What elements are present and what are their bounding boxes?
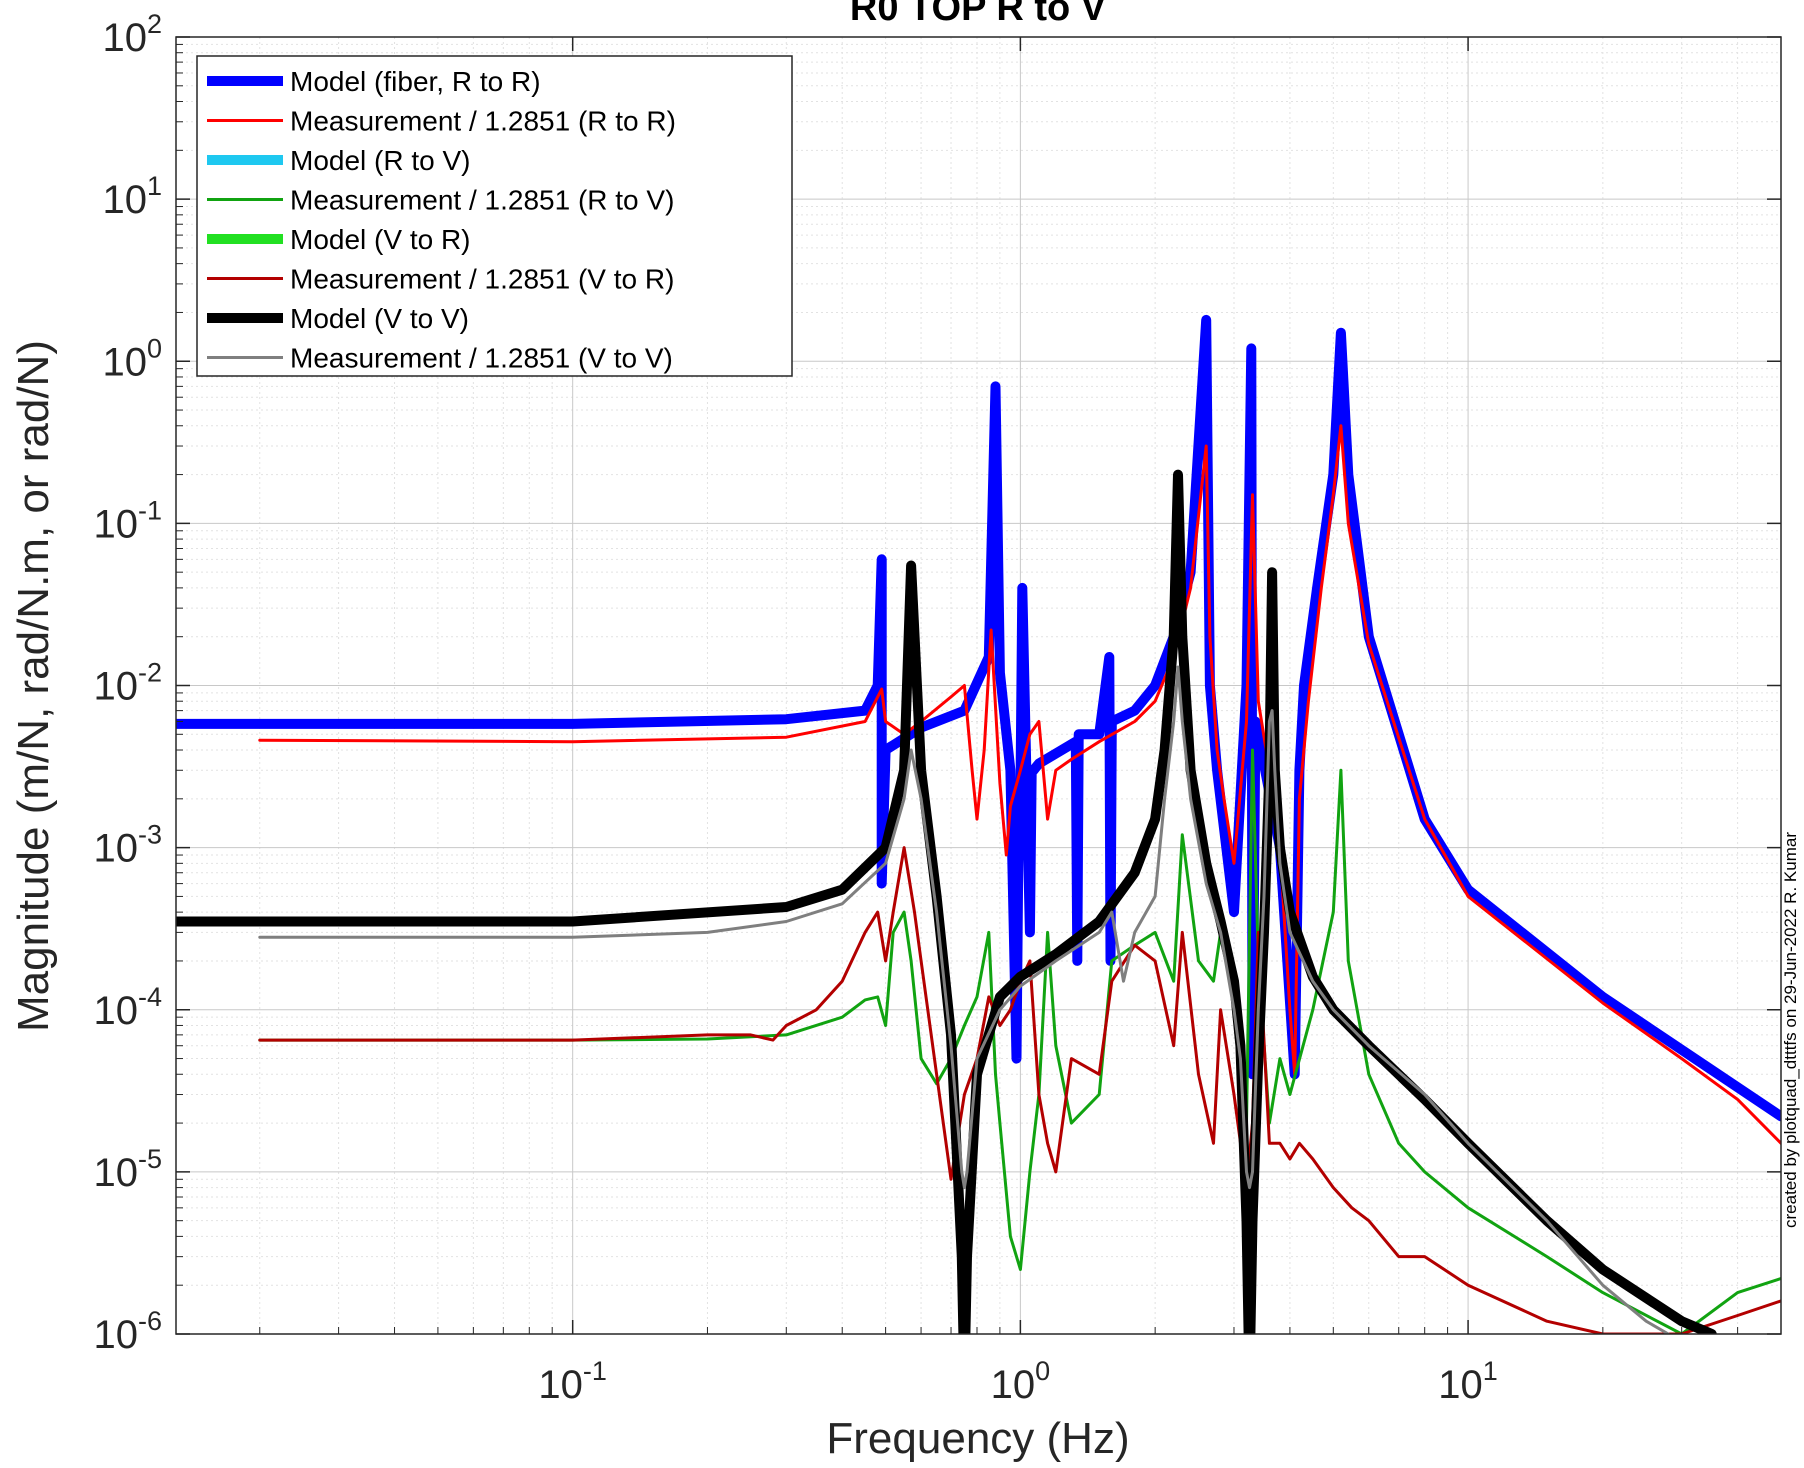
legend: Model (fiber, R to R) Measurement / 1.285… <box>196 55 793 377</box>
legend-label: Model (V to R) <box>290 224 471 255</box>
series-line <box>176 314 1781 1122</box>
series-line <box>258 665 1670 1334</box>
legend-label: Measurement / 1.2851 (R to V) <box>290 185 674 216</box>
legend-label: Measurement / 1.2851 (R to R) <box>290 106 676 137</box>
x-tick-label: 10-1 <box>538 1356 607 1407</box>
credit-annotation: created by plotquad_dtttfs on 29-Jun-202… <box>1781 832 1800 1228</box>
y-tick-label: 10-4 <box>93 982 162 1033</box>
legend-label: Model (fiber, R to R) <box>290 66 541 97</box>
series-line <box>258 748 1781 1334</box>
x-tick-labels: 10-1 100 101 <box>538 1356 1497 1407</box>
legend-label: Model (R to V) <box>290 145 471 176</box>
y-tick-labels: 10-6 10-5 10-4 10-3 10-2 10-1 100 101 102 <box>93 9 162 1357</box>
y-tick-label: 10-1 <box>93 495 162 546</box>
legend-box <box>196 55 793 377</box>
chart-title: R0 TOP R to V <box>850 0 1107 29</box>
y-tick-label: 10-5 <box>93 1144 162 1195</box>
x-axis-label: Frequency (Hz) <box>826 1414 1129 1463</box>
series-line <box>258 846 1781 1334</box>
series-line <box>176 469 1717 1334</box>
y-tick-label: 100 <box>102 333 162 384</box>
x-tick-label: 100 <box>991 1356 1051 1407</box>
y-tick-label: 102 <box>102 9 162 60</box>
y-tick-label: 10-3 <box>93 820 162 871</box>
series-layer <box>176 314 1781 1334</box>
y-axis-label: Magnitude (m/N, rad/N.m, or rad/N) <box>9 340 58 1032</box>
y-tick-label: 10-2 <box>93 658 162 709</box>
legend-label: Model (V to V) <box>290 303 469 334</box>
y-tick-label: 101 <box>102 171 162 222</box>
legend-label: Measurement / 1.2851 (V to R) <box>290 264 674 295</box>
axis-ticks <box>176 36 1782 1335</box>
y-tick-label: 10-6 <box>93 1306 162 1357</box>
legend-label: Measurement / 1.2851 (V to V) <box>290 343 673 374</box>
x-tick-label: 101 <box>1438 1356 1498 1407</box>
